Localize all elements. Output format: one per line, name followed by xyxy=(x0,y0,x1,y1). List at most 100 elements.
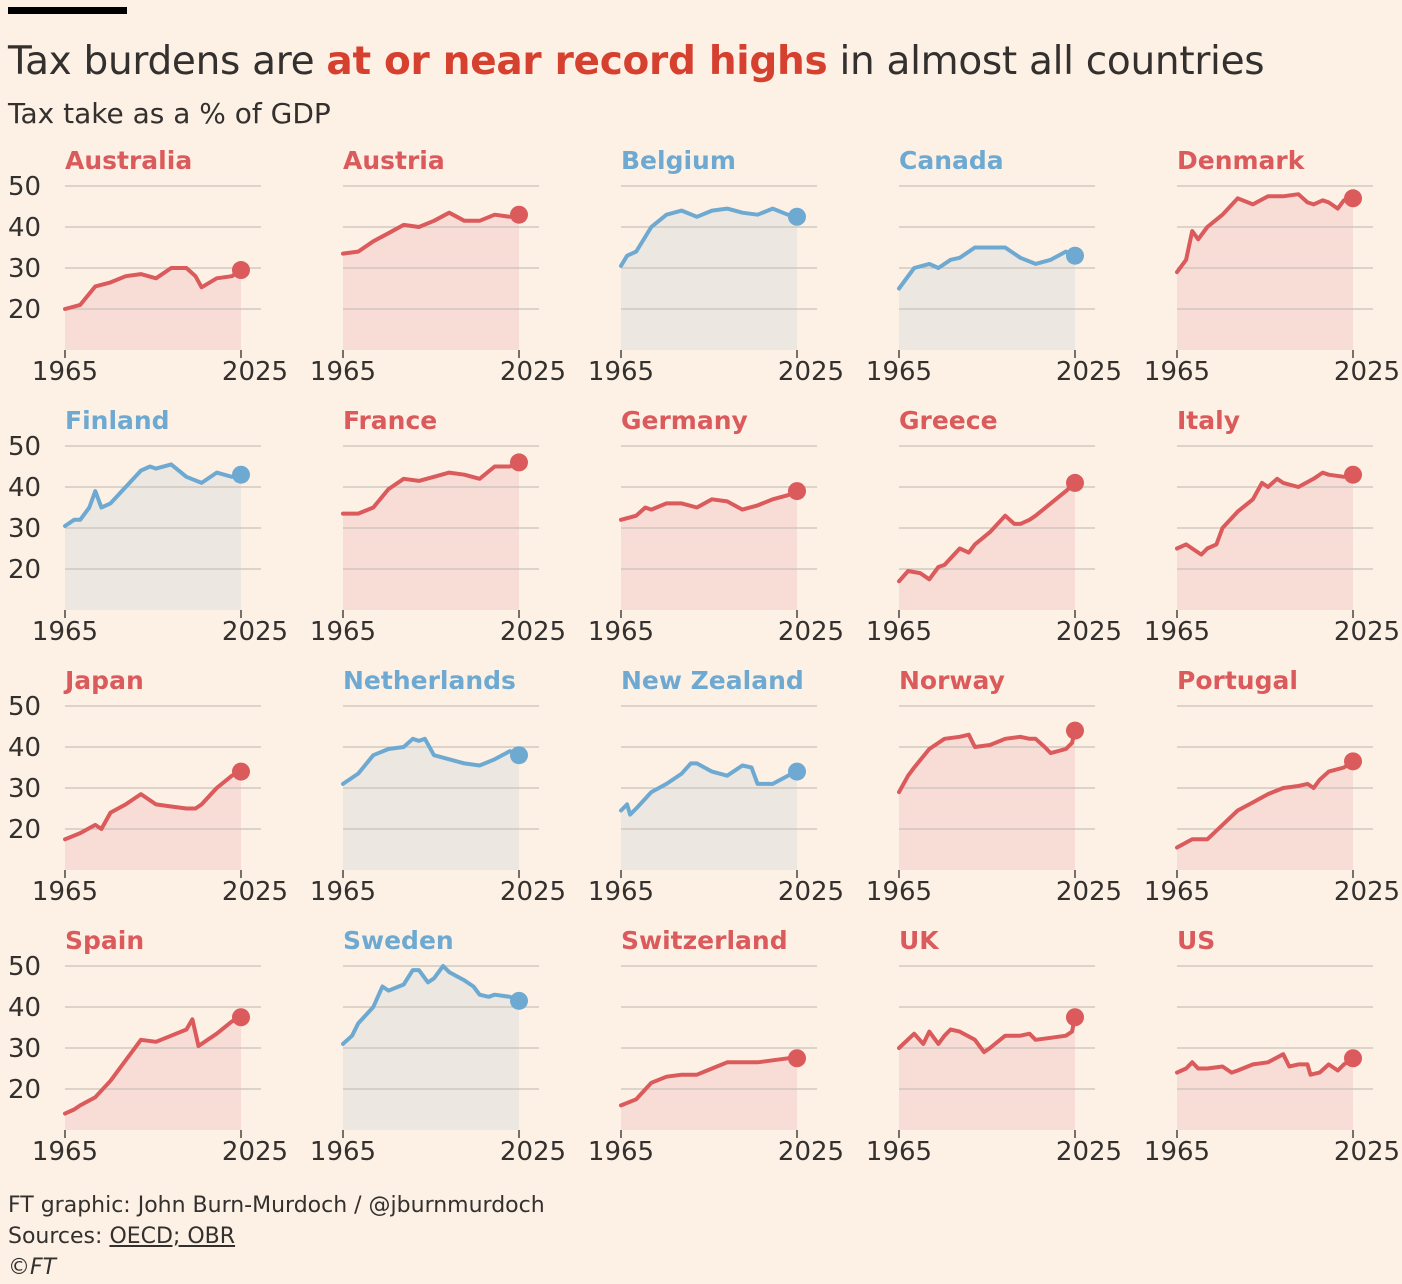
x-tick-label: 2025 xyxy=(500,877,566,907)
panel-canada: 1965 2025 Canada xyxy=(866,146,1122,387)
country-label: Italy xyxy=(1177,406,1240,435)
end-dot-australia xyxy=(232,261,250,280)
country-label: Finland xyxy=(65,406,170,435)
country-label: Sweden xyxy=(343,926,454,955)
area-netherlands xyxy=(343,738,519,870)
area-belgium xyxy=(621,208,797,350)
x-tick-label: 2025 xyxy=(222,357,288,387)
x-tick-label: 1965 xyxy=(32,617,98,647)
title-highlight: at or near record highs xyxy=(326,39,828,84)
end-dot-greece xyxy=(1066,473,1084,492)
x-tick-label: 2025 xyxy=(1334,1137,1400,1167)
area-japan xyxy=(65,771,241,870)
x-tick-label: 2025 xyxy=(778,357,844,387)
x-tick-label: 2025 xyxy=(778,877,844,907)
area-austria xyxy=(343,212,519,350)
line-us xyxy=(1175,1052,1355,1077)
panel-greece: 1965 2025 Greece xyxy=(866,406,1122,647)
area-switzerland xyxy=(621,1058,797,1130)
y-tick-label: 30 xyxy=(8,254,41,284)
x-tick-label: 1965 xyxy=(588,357,654,387)
panel-new-zealand: 1965 2025 New Zealand xyxy=(588,666,844,907)
panel-austria: 1965 2025 Austria xyxy=(310,146,566,387)
y-tick-label: 20 xyxy=(8,815,41,845)
line-switzerland xyxy=(619,1056,799,1108)
x-tick-label: 1965 xyxy=(588,617,654,647)
end-dot-us xyxy=(1344,1049,1362,1068)
area-greece xyxy=(899,482,1075,610)
sources-label: Sources: xyxy=(8,1224,110,1249)
y-tick-label: 50 xyxy=(8,172,41,202)
x-tick-label: 2025 xyxy=(222,877,288,907)
x-tick-label: 1965 xyxy=(1144,1137,1210,1167)
line-new-zealand xyxy=(619,761,799,817)
end-dot-finland xyxy=(232,465,250,484)
panel-australia: 20 30 40 50 1965 2025 Australia xyxy=(8,146,288,387)
country-label: UK xyxy=(899,926,940,955)
line-italy xyxy=(1175,470,1355,557)
y-tick-label: 50 xyxy=(8,692,41,722)
country-label: Canada xyxy=(899,146,1004,175)
x-tick-label: 1965 xyxy=(1144,877,1210,907)
line-belgium xyxy=(619,206,799,268)
x-tick-label: 1965 xyxy=(866,617,932,647)
x-tick-label: 1965 xyxy=(310,877,376,907)
x-tick-label: 2025 xyxy=(1334,877,1400,907)
country-label: US xyxy=(1177,926,1215,955)
country-label: Australia xyxy=(65,146,192,175)
end-dot-sweden xyxy=(510,991,528,1010)
y-tick-label: 40 xyxy=(8,473,41,503)
x-tick-label: 2025 xyxy=(1056,617,1122,647)
end-dot-netherlands xyxy=(510,746,528,765)
sources-line: Sources: OECD; OBR xyxy=(8,1221,545,1252)
line-australia xyxy=(63,266,243,311)
line-spain xyxy=(63,1015,243,1116)
end-dot-belgium xyxy=(788,207,806,226)
x-tick-label: 2025 xyxy=(1334,617,1400,647)
line-denmark xyxy=(1175,192,1355,275)
line-greece xyxy=(897,480,1077,584)
x-tick-label: 2025 xyxy=(778,617,844,647)
x-tick-label: 2025 xyxy=(222,617,288,647)
title-text-before: Tax burdens are xyxy=(8,39,327,84)
y-tick-label: 30 xyxy=(8,1034,41,1064)
area-norway xyxy=(899,730,1075,870)
line-france xyxy=(341,460,521,516)
panel-germany: 1965 2025 Germany xyxy=(588,406,844,647)
line-sweden xyxy=(341,964,521,1046)
credit-line: FT graphic: John Burn-Murdoch / @jburnmu… xyxy=(8,1193,545,1218)
country-label: Norway xyxy=(899,666,1005,695)
area-france xyxy=(343,462,519,610)
line-austria xyxy=(341,210,521,256)
chart-subtitle: Tax take as a % of GDP xyxy=(8,97,331,130)
end-dot-norway xyxy=(1066,721,1084,740)
y-tick-label: 40 xyxy=(8,733,41,763)
panel-portugal: 1965 2025 Portugal xyxy=(1144,666,1400,907)
x-tick-label: 1965 xyxy=(866,877,932,907)
line-germany xyxy=(619,489,799,522)
x-tick-label: 2025 xyxy=(1056,357,1122,387)
x-tick-label: 1965 xyxy=(588,1137,654,1167)
line-japan xyxy=(63,769,243,842)
end-dot-italy xyxy=(1344,465,1362,484)
x-tick-label: 1965 xyxy=(32,1137,98,1167)
y-tick-label: 20 xyxy=(8,555,41,585)
panel-belgium: 1965 2025 Belgium xyxy=(588,146,844,387)
end-dot-new-zealand xyxy=(788,762,806,781)
end-dot-switzerland xyxy=(788,1049,806,1068)
footer: FT graphic: John Burn-Murdoch / @jburnmu… xyxy=(8,1190,545,1283)
area-italy xyxy=(1177,472,1353,610)
end-dot-germany xyxy=(788,482,806,501)
panel-switzerland: 1965 2025 Switzerland xyxy=(588,926,844,1167)
x-tick-label: 1965 xyxy=(1144,617,1210,647)
x-tick-label: 1965 xyxy=(588,877,654,907)
area-new-zealand xyxy=(621,763,797,870)
country-label: Netherlands xyxy=(343,666,516,695)
panel-finland: 20 30 40 50 1965 2025 Finland xyxy=(8,406,288,647)
country-label: Austria xyxy=(343,146,445,175)
line-norway xyxy=(897,728,1077,795)
area-canada xyxy=(899,247,1075,350)
sources-link[interactable]: OECD; OBR xyxy=(109,1224,236,1249)
area-uk xyxy=(899,1017,1075,1130)
x-tick-label: 2025 xyxy=(778,1137,844,1167)
